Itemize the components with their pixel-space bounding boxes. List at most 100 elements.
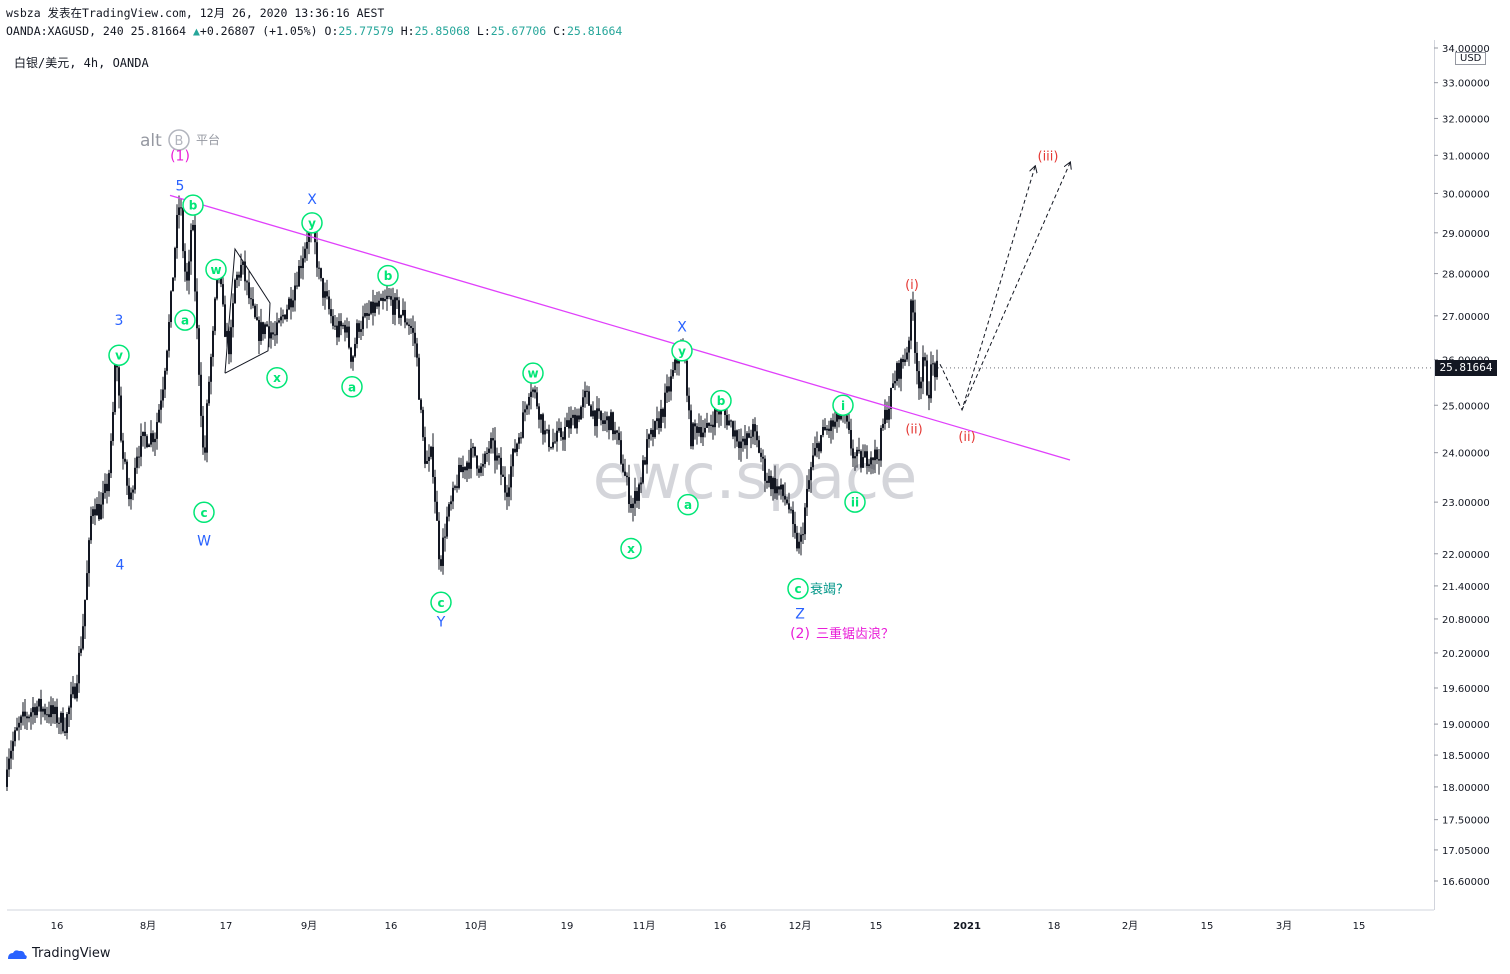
wave-label: X bbox=[677, 320, 687, 336]
candle-body bbox=[678, 360, 680, 364]
candle-body bbox=[588, 391, 590, 406]
x-axis-tick-label: 2月 bbox=[1122, 920, 1138, 932]
candle-body bbox=[524, 409, 526, 413]
candle-body bbox=[150, 433, 152, 445]
candle-body bbox=[78, 652, 80, 684]
candle-body bbox=[690, 410, 692, 447]
candle-body bbox=[352, 356, 354, 362]
candle-body bbox=[668, 386, 670, 392]
candle-body bbox=[726, 414, 728, 426]
candle-body bbox=[796, 532, 798, 549]
candle-body bbox=[858, 449, 860, 452]
candle-body bbox=[8, 758, 10, 770]
currency-badge[interactable]: USD bbox=[1455, 52, 1487, 65]
candle-body bbox=[710, 424, 712, 426]
projection-arrow bbox=[961, 163, 1070, 411]
candle-body bbox=[526, 405, 528, 410]
candle-body bbox=[894, 381, 896, 384]
wave-label-circle bbox=[301, 212, 323, 234]
candle-body bbox=[64, 731, 66, 733]
candle-body bbox=[600, 411, 602, 421]
candle-body bbox=[202, 415, 204, 448]
candle-body bbox=[190, 230, 192, 262]
candle-body bbox=[518, 437, 520, 444]
candle-body bbox=[152, 433, 154, 443]
candle-body bbox=[592, 410, 594, 417]
candle-body bbox=[686, 360, 688, 396]
candle-body bbox=[258, 320, 260, 341]
symbol-full[interactable]: OANDA:XAGUSD, 240 bbox=[6, 24, 124, 38]
candle-body bbox=[58, 722, 60, 724]
candle-body bbox=[852, 448, 854, 459]
candle-body bbox=[570, 417, 572, 429]
candle-body bbox=[916, 352, 918, 372]
candle-body bbox=[306, 241, 308, 249]
candle-body bbox=[672, 370, 674, 377]
wave-label: y bbox=[308, 216, 316, 230]
candle-body bbox=[296, 285, 298, 287]
x-axis-tick-label: 16 bbox=[714, 921, 727, 932]
candle-body bbox=[380, 297, 382, 301]
candle-body bbox=[728, 420, 730, 426]
wave-label-circle bbox=[377, 264, 399, 287]
candle-body bbox=[370, 301, 372, 314]
candle-body bbox=[92, 509, 94, 517]
candle-body bbox=[626, 475, 628, 478]
tradingview-logo[interactable]: TradingView bbox=[6, 946, 111, 961]
candle-body bbox=[100, 504, 102, 520]
candle-body bbox=[486, 452, 488, 454]
candle-body bbox=[46, 714, 48, 716]
close-label: C: bbox=[553, 24, 567, 38]
candle-body bbox=[254, 305, 256, 318]
candle-body bbox=[560, 427, 562, 438]
candle-body bbox=[336, 325, 338, 338]
candle-body bbox=[788, 503, 790, 510]
tradingview-wordmark: TradingView bbox=[32, 946, 111, 961]
candle-body bbox=[278, 320, 280, 323]
candle-body bbox=[662, 408, 664, 417]
candle-body bbox=[890, 388, 892, 409]
candle-body bbox=[446, 516, 448, 537]
wave-label-circle bbox=[341, 376, 363, 398]
candle-body bbox=[836, 411, 838, 422]
candle-body bbox=[714, 408, 716, 428]
candle-body bbox=[84, 599, 86, 627]
candle-body bbox=[856, 449, 858, 457]
candle-body bbox=[240, 264, 242, 278]
candle-body bbox=[904, 359, 906, 363]
candle-body bbox=[430, 446, 432, 457]
candle-body bbox=[824, 426, 826, 431]
wave-label-circle bbox=[430, 591, 452, 614]
candle-body bbox=[76, 683, 78, 699]
candle-body bbox=[284, 314, 286, 319]
candle-body bbox=[876, 449, 878, 460]
candle-body bbox=[156, 422, 158, 439]
candle-body bbox=[236, 274, 238, 280]
candle-body bbox=[896, 363, 898, 382]
candle-body bbox=[766, 480, 768, 483]
candle-body bbox=[566, 420, 568, 427]
candle-body bbox=[360, 329, 362, 332]
candle-body bbox=[798, 541, 800, 549]
candle-body bbox=[330, 309, 332, 317]
candle-body bbox=[886, 409, 888, 420]
wave-label-circle bbox=[205, 258, 227, 281]
candle-body bbox=[634, 491, 636, 504]
candle-body bbox=[532, 389, 534, 392]
candle-body bbox=[288, 298, 290, 310]
candle-body bbox=[328, 296, 330, 310]
candle-body bbox=[104, 483, 106, 493]
candle-body bbox=[878, 459, 880, 461]
candle-body bbox=[874, 449, 876, 461]
candle-body bbox=[188, 261, 190, 281]
chart-pane[interactable] bbox=[7, 40, 1435, 910]
candle-body bbox=[168, 322, 170, 351]
candle-body bbox=[374, 302, 376, 313]
candle-body bbox=[110, 440, 112, 474]
candle-body bbox=[182, 207, 184, 252]
candle-body bbox=[388, 295, 390, 297]
candle-body bbox=[640, 482, 642, 485]
candle-body bbox=[386, 295, 388, 299]
candle-body bbox=[266, 324, 268, 327]
